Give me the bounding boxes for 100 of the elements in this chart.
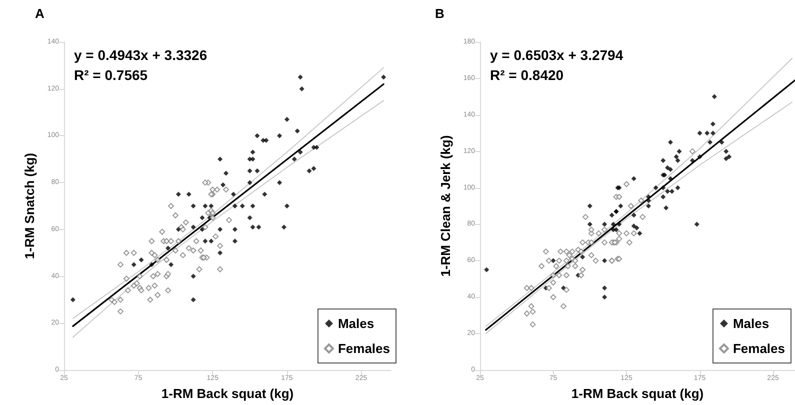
point — [614, 208, 619, 214]
point — [186, 192, 192, 197]
point — [311, 166, 316, 172]
point — [602, 286, 608, 290]
legend-label: Females — [338, 341, 390, 356]
point — [631, 212, 636, 218]
point — [202, 204, 208, 208]
point — [712, 94, 717, 100]
point — [298, 74, 303, 80]
point — [609, 212, 614, 218]
y-axis-title: 1-RM Snatch (kg) — [22, 152, 37, 260]
point — [724, 156, 729, 162]
annotation: R² = 0.7565 — [74, 67, 148, 83]
annotation: y = 0.4943x + 3.3326 — [74, 47, 208, 63]
point — [277, 180, 282, 186]
point — [284, 204, 290, 208]
point — [676, 148, 682, 154]
point — [660, 194, 666, 200]
point — [230, 192, 236, 197]
point — [314, 144, 320, 150]
point — [232, 226, 238, 232]
legend-label: Females — [732, 341, 786, 356]
point — [277, 133, 282, 138]
point — [674, 154, 679, 160]
point — [602, 258, 608, 264]
point — [292, 156, 297, 162]
point — [166, 246, 171, 251]
point — [247, 168, 252, 174]
point — [719, 140, 724, 145]
point — [668, 140, 673, 145]
point — [653, 185, 658, 190]
point — [294, 128, 300, 134]
point — [190, 224, 196, 230]
point — [281, 224, 286, 230]
point — [602, 222, 608, 227]
point — [580, 254, 586, 260]
point — [668, 167, 673, 172]
point — [202, 238, 208, 244]
point — [726, 154, 732, 160]
point — [646, 204, 651, 208]
point — [254, 133, 260, 138]
point — [299, 86, 304, 92]
point — [256, 224, 262, 230]
point — [690, 158, 695, 163]
point — [697, 130, 702, 136]
chart-title: A — [35, 6, 45, 21]
point — [631, 224, 636, 229]
point — [587, 204, 592, 208]
point — [298, 150, 303, 155]
point — [218, 156, 223, 162]
point — [250, 204, 256, 208]
point — [665, 188, 670, 194]
point — [254, 168, 260, 174]
point — [218, 250, 223, 256]
point — [208, 204, 214, 208]
point — [710, 130, 716, 136]
point — [247, 180, 252, 186]
point — [262, 192, 268, 197]
point — [587, 222, 592, 227]
point — [665, 165, 670, 170]
point — [694, 222, 700, 227]
chart-title: B — [435, 6, 444, 21]
point — [660, 185, 666, 190]
point — [634, 225, 640, 230]
point — [250, 150, 256, 155]
point — [131, 262, 136, 268]
point — [306, 168, 312, 174]
point — [138, 257, 144, 262]
point — [675, 158, 680, 163]
point — [247, 215, 252, 220]
point — [176, 192, 181, 197]
point — [675, 185, 680, 190]
legend-label: Males — [338, 316, 374, 331]
point — [200, 226, 205, 232]
point — [484, 267, 490, 272]
point — [284, 116, 290, 122]
point — [168, 262, 174, 268]
point — [190, 297, 196, 302]
legend-label: Males — [732, 316, 770, 331]
point — [669, 188, 674, 194]
point — [218, 226, 223, 232]
annotation: R² = 0.8420 — [490, 67, 564, 83]
point — [708, 140, 713, 145]
point — [232, 204, 238, 208]
x-axis-title: 1-RM Back squat (kg) — [571, 386, 704, 401]
point — [149, 262, 154, 268]
point — [224, 170, 229, 176]
point — [250, 156, 256, 162]
point — [724, 148, 729, 154]
annotation: y = 0.6503x + 3.2794 — [490, 47, 624, 63]
y-axis-title: 1-RM Clean & Jerk (kg) — [438, 135, 453, 277]
point — [637, 230, 642, 236]
point — [381, 74, 386, 80]
point — [220, 182, 226, 188]
point — [250, 224, 256, 230]
point — [240, 204, 245, 208]
point — [200, 215, 205, 220]
point — [190, 204, 196, 208]
point — [232, 238, 238, 244]
point — [70, 297, 76, 302]
